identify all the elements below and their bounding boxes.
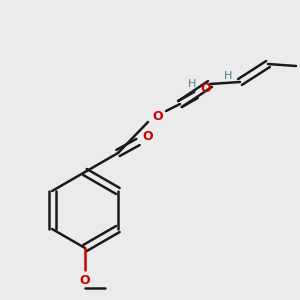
Text: O: O [201,82,211,95]
Text: O: O [143,130,153,142]
Text: H: H [224,71,232,81]
Text: O: O [80,274,90,286]
Text: O: O [153,110,163,122]
Text: H: H [188,79,196,89]
